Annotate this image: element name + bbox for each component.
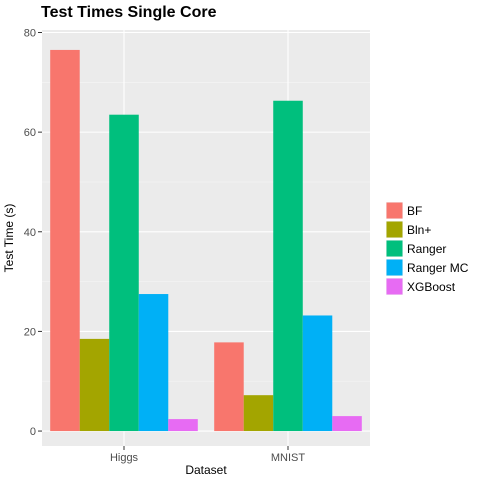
bar bbox=[79, 338, 110, 432]
legend-label: Bln+ bbox=[407, 223, 431, 237]
legend-item: XGBoost bbox=[386, 278, 456, 295]
y-axis-title: Test Time (s) bbox=[2, 204, 16, 273]
bar bbox=[214, 342, 244, 432]
bars-layer bbox=[50, 49, 362, 432]
y-tick-label: 60 bbox=[24, 127, 36, 139]
bar bbox=[168, 419, 198, 432]
y-axis: 0 20 40 60 80 bbox=[24, 27, 42, 438]
legend-item: Ranger bbox=[386, 240, 446, 257]
legend-swatch bbox=[386, 221, 403, 238]
legend-label: XGBoost bbox=[407, 280, 456, 294]
legend-label: Ranger bbox=[407, 242, 446, 256]
legend-swatch bbox=[386, 240, 403, 257]
bar bbox=[273, 100, 303, 432]
bar bbox=[243, 395, 274, 432]
x-axis-title: Dataset bbox=[185, 463, 227, 477]
x-axis: Higgs MNIST bbox=[110, 446, 305, 464]
x-tick-label: MNIST bbox=[271, 452, 306, 464]
legend: BF Bln+ Ranger Ranger MC XGBoost bbox=[386, 202, 469, 295]
x-tick-label: Higgs bbox=[110, 452, 139, 464]
chart-title: Test Times Single Core bbox=[41, 4, 217, 21]
bar bbox=[109, 114, 139, 432]
bar bbox=[50, 49, 80, 432]
legend-item: Ranger MC bbox=[386, 259, 469, 276]
bar bbox=[302, 315, 333, 432]
bar bbox=[332, 416, 362, 432]
legend-label: Ranger MC bbox=[407, 261, 469, 275]
legend-item: Bln+ bbox=[386, 221, 431, 238]
legend-item: BF bbox=[386, 202, 422, 219]
legend-swatch bbox=[386, 259, 403, 276]
y-tick-label: 20 bbox=[24, 326, 36, 338]
legend-swatch bbox=[386, 202, 403, 219]
legend-swatch bbox=[386, 278, 403, 295]
y-tick-label: 40 bbox=[24, 227, 36, 239]
legend-label: BF bbox=[407, 204, 422, 218]
y-tick-label: 80 bbox=[24, 27, 36, 39]
bar bbox=[138, 294, 169, 432]
y-tick-label: 0 bbox=[30, 426, 36, 438]
